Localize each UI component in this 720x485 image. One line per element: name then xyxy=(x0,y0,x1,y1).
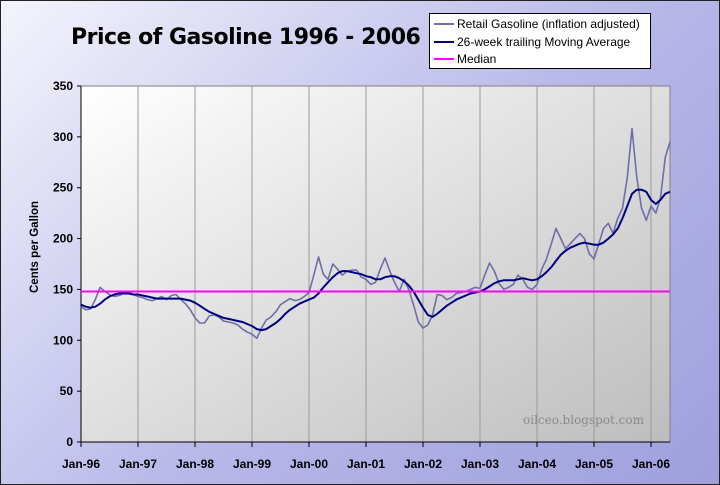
y-tick-label: 200 xyxy=(53,232,73,246)
legend-item-retail: Retail Gasoline (inflation adjusted) xyxy=(434,16,640,32)
legend-swatch-retail xyxy=(434,23,454,25)
x-tick-label: Jan-97 xyxy=(119,457,157,471)
x-tick-label: Jan-01 xyxy=(347,457,385,471)
series-layer xyxy=(80,127,671,340)
legend-item-moving-average: 26-week trailing Moving Average xyxy=(434,34,630,50)
y-tick-label: 150 xyxy=(53,282,73,296)
x-tick-label: Jan-05 xyxy=(575,457,613,471)
x-tick-label: Jan-04 xyxy=(518,457,556,471)
chart-title: Price of Gasoline 1996 - 2006 xyxy=(71,25,421,50)
y-tick-label: 0 xyxy=(66,435,73,449)
x-tick-label: Jan-96 xyxy=(62,457,100,471)
y-axis: 0 50 100 150 200 250 300 350 xyxy=(53,79,82,449)
x-tick-label: Jan-99 xyxy=(233,457,271,471)
legend-item-median: Median xyxy=(434,51,496,67)
y-tick-label: 300 xyxy=(53,130,73,144)
x-axis: Jan-96 Jan-97 Jan-98 Jan-99 Jan-00 Jan-01 Jan-… xyxy=(62,441,670,471)
x-tick-label: Jan-00 xyxy=(290,457,328,471)
y-tick-label: 350 xyxy=(53,79,73,93)
y-tick-label: 100 xyxy=(53,333,73,347)
legend-label-median: Median xyxy=(457,52,497,66)
y-axis-label: Cents per Gallon xyxy=(29,200,41,293)
legend: Retail Gasoline (inflation adjusted) 26-… xyxy=(429,13,651,69)
x-tick-label: Jan-03 xyxy=(461,457,499,471)
plot-background xyxy=(80,85,671,443)
x-tick-label: Jan-02 xyxy=(404,457,442,471)
legend-swatch-median xyxy=(434,58,454,60)
grid-lines xyxy=(137,86,652,442)
x-tick-label: Jan-98 xyxy=(176,457,214,471)
x-tick-label: Jan-06 xyxy=(632,457,670,471)
watermark-annotation: oilceo.blogspot.com xyxy=(523,413,645,427)
y-tick-label: 50 xyxy=(60,384,74,398)
series-moving-average-line xyxy=(80,188,671,332)
legend-label-moving-average: 26-week trailing Moving Average xyxy=(457,35,631,49)
y-tick-label: 250 xyxy=(53,181,73,195)
legend-label-retail: Retail Gasoline (inflation adjusted) xyxy=(457,17,640,31)
legend-swatch-moving-average xyxy=(434,41,454,43)
